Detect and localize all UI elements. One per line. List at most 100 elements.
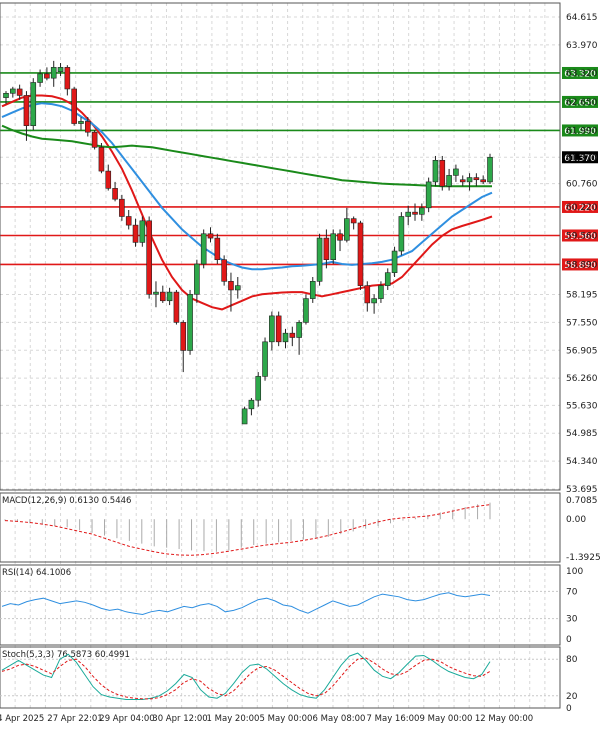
y-tick-label: 53.695 (566, 485, 598, 495)
candle-bearish (180, 322, 187, 351)
x-tick-label: 9 May 00:00 (420, 714, 473, 724)
level-label: 63.320 (564, 69, 596, 79)
macd-panel: MACD(12,26,9) 0.6130 0.5446 0.7085 0.00 -1.… (2, 496, 600, 563)
candle-bullish (432, 159, 439, 183)
candle-bearish (480, 179, 486, 183)
candle-bearish (16, 88, 23, 96)
level-label: 60.220 (564, 203, 596, 213)
candle-bearish (364, 285, 371, 304)
candle-bearish (207, 233, 214, 239)
rsi-line (1, 592, 491, 616)
stoch-tick-label: 80 (566, 655, 578, 665)
stoch-tick-label: 20 (566, 692, 578, 702)
y-tick-label: 61.990 (566, 126, 598, 136)
price-levels: 63.320 62.650 61.990 60.220 59.560 58.890 61.3… (0, 66, 598, 271)
rsi-label: RSI(14) 64.1006 (2, 568, 71, 578)
candle-bullish (269, 315, 275, 343)
candle-bullish (446, 175, 452, 187)
candle-bullish (10, 88, 16, 94)
candle-bullish (3, 92, 9, 98)
candle-bullish (398, 216, 405, 252)
candlesticks (3, 60, 493, 425)
stoch-d-line (1, 657, 491, 700)
y-tick-label: 60.220 (566, 203, 598, 213)
moving-average-0 (1, 94, 493, 311)
y-tick-label: 58.195 (566, 290, 598, 300)
level-badge (562, 200, 598, 213)
x-tick-label: 12 May 00:00 (475, 714, 533, 724)
level-label: 59.560 (564, 232, 596, 242)
panel-frame-3 (0, 646, 561, 709)
candle-bullish (330, 233, 337, 260)
candle-bearish (221, 259, 227, 282)
y-tick-label: 54.985 (566, 429, 598, 439)
macd-tick-label: 0.00 (566, 515, 586, 525)
moving-average-2 (1, 124, 492, 188)
y-tick-label: 55.630 (566, 401, 598, 411)
candle-bullish (371, 298, 377, 304)
candle-bullish (139, 220, 146, 243)
candle-bearish (44, 73, 50, 79)
candle-bullish (425, 181, 432, 209)
candle-bullish (194, 263, 200, 295)
candle-bearish (173, 291, 180, 323)
candle-bearish (275, 315, 282, 343)
candle-bearish (439, 159, 446, 187)
candle-bearish (473, 177, 480, 181)
rsi-panel: RSI(14) 64.1006 100 70 30 0 (0, 567, 583, 645)
x-tick-label: 5 May 00:00 (260, 714, 313, 724)
y-tick-label: 64.615 (566, 13, 598, 23)
x-tick-label: 6 May 08:00 (313, 714, 366, 724)
candle-bearish (323, 237, 330, 260)
candle-bullish (303, 298, 309, 323)
candle-bearish (125, 216, 132, 226)
y-tick-label: 56.260 (566, 374, 598, 384)
stoch-k-line (1, 652, 491, 700)
level-label: 62.650 (564, 98, 596, 108)
rsi-tick-label: 30 (566, 615, 578, 625)
y-tick-label: 63.320 (566, 69, 598, 79)
candle-bearish (91, 131, 98, 148)
candle-bearish (412, 211, 418, 215)
candle-bullish (262, 341, 268, 377)
candle-bearish (119, 198, 125, 217)
candle-bullish (487, 156, 493, 183)
x-tick-label: 30 Apr 12:00 (152, 714, 207, 724)
candle-bullish (57, 67, 64, 72)
moving-average-1 (1, 102, 493, 271)
axes: 64.615 63.970 63.320 62.650 61.990 61.370 60.7… (0, 2, 598, 709)
candle-bearish (214, 237, 221, 260)
last-price-badge (562, 151, 598, 164)
x-tick-label: 27 Apr 22:01 (47, 714, 102, 724)
candle-bearish (159, 291, 166, 302)
stoch-panel: Stoch(5,3,3) 76.5873 60.4991 80 20 0 (0, 650, 578, 714)
candle-bearish (23, 95, 30, 127)
last-price-label: 61.370 (564, 154, 596, 164)
candle-bullish (419, 207, 425, 215)
level-badge (562, 124, 598, 137)
candle-bullish (378, 285, 384, 299)
rsi-tick-label: 70 (566, 587, 578, 597)
candle-bullish (30, 82, 37, 127)
candle-bullish (153, 291, 159, 295)
candle-bullish (50, 67, 57, 79)
panel-frame-2 (0, 564, 561, 646)
candle-bullish (466, 177, 473, 183)
candle-bearish (64, 67, 71, 90)
candle-bullish (200, 233, 207, 265)
candle-bullish (255, 376, 262, 401)
candle-bullish (78, 121, 84, 124)
panel-frame-0 (0, 2, 561, 491)
level-badge (562, 258, 598, 271)
candle-bearish (112, 188, 118, 200)
y-tick-label: 60.760 (566, 180, 598, 190)
candle-bearish (71, 88, 77, 124)
candle-bullish (391, 250, 398, 273)
x-tick-label: 1 May 20:00 (207, 714, 260, 724)
candle-bearish (337, 233, 343, 241)
candle-bearish (357, 222, 364, 286)
macd-signal-line (4, 504, 491, 556)
